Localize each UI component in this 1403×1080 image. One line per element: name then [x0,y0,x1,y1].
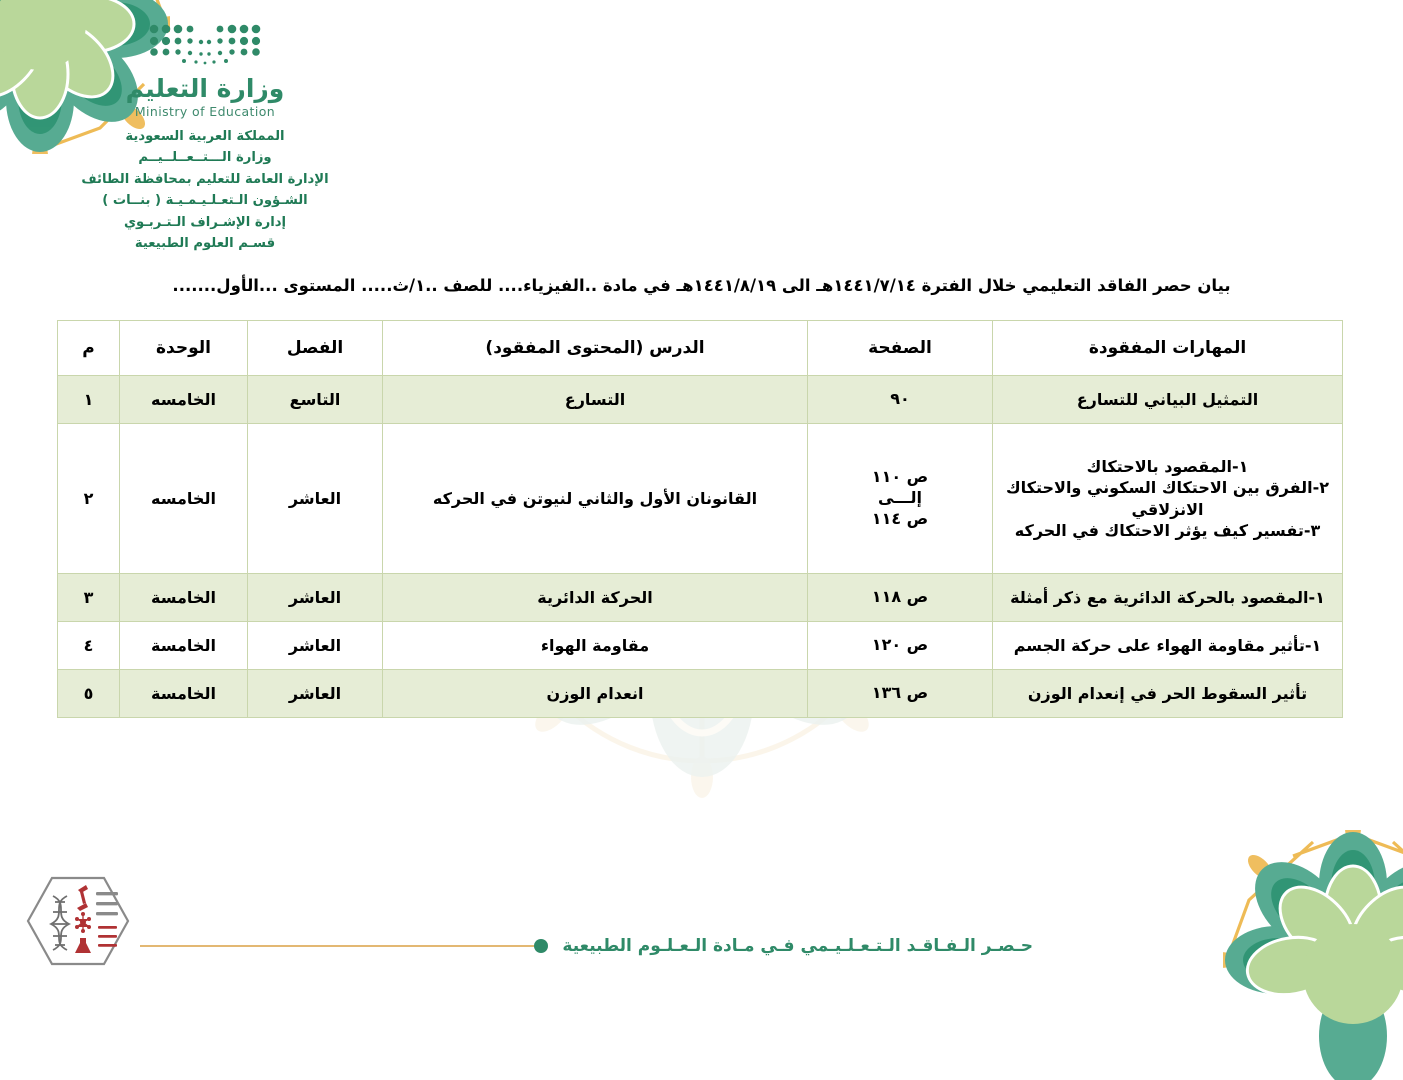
cell-number: ٥ [57,669,120,718]
cell-unit: الخامسه [119,375,248,424]
science-department-emblem [26,876,130,966]
cell-chapter: العاشر [247,669,383,718]
cell-page: ص ١١٨ [807,573,993,622]
cell-number: ١ [57,375,120,424]
cell-page: ص ١٢٠ [807,621,993,670]
ministry-line-1: وزارة الـــتــعــلــيــم [138,150,272,166]
table-row: تأثير السقوط الحر في إنعدام الوزن ص ١٣٦ … [57,669,1343,718]
cell-lesson: الحركة الدائرية [382,573,808,622]
learning-loss-table: المهارات المفقودة الصفحة الدرس (المحتوى … [57,320,1343,718]
ministry-line-3: الشـؤون الـتعـلـيـمـيـة ( بنــات ) [102,193,308,209]
cell-unit: الخامسة [119,573,248,622]
cell-chapter: العاشر [247,573,383,622]
cell-lesson: القانونان الأول والثاني لنيوتن في الحركه [382,423,808,574]
cell-number: ٣ [57,573,120,622]
column-header-number: م [57,320,120,376]
table-row: ١-تأثير مقاومة الهواء على حركة الجسم ص ١… [57,621,1343,670]
table-row: ١-المقصود بالاحتكاك ٢-الفرق بين الاحتكاك … [57,423,1343,574]
ministry-address-lines: المملكة العربية السعودية وزارة الـــتــع… [55,126,355,254]
cell-number: ٤ [57,621,120,670]
cell-unit: الخامسة [119,669,248,718]
ministry-line-2: الإدارة العامة للتعليم بمحافظة الطائف [81,171,329,187]
cell-number: ٢ [57,423,120,574]
learning-loss-table-container: المهارات المفقودة الصفحة الدرس (المحتوى … [57,320,1343,718]
bottom-right-decoration [1223,830,1403,1080]
cell-unit: الخامسة [119,621,248,670]
cell-page: ٩٠ [807,375,993,424]
ministry-line-4: إدارة الإشـراف الـتـربـوي [123,214,287,230]
cell-skills: تأثير السقوط الحر في إنعدام الوزن [992,669,1343,718]
cell-unit: الخامسه [119,423,248,574]
moe-wordmark-english: Ministry of Education [134,104,276,119]
cell-chapter: التاسع [247,375,383,424]
column-header-skills: المهارات المفقودة [992,320,1343,376]
ministry-header: وزارة التعليم Ministry of Education المم… [55,22,355,254]
table-row: التمثيل البياني للتسارع ٩٠ التسارع التاس… [57,375,1343,424]
footer-title: حـصـر الـفـاقـد الـتـعـلـيـمي فـي مـادة … [562,936,1033,956]
table-header-row: المهارات المفقودة الصفحة الدرس (المحتوى … [57,320,1343,376]
cell-lesson: مقاومة الهواء [382,621,808,670]
column-header-unit: الوحدة [119,320,248,376]
cell-page: ص ١١٠ إلـــى ص ١١٤ [807,423,993,574]
cell-page: ص ١٣٦ [807,669,993,718]
column-header-chapter: الفصل [247,320,383,376]
cell-skills: ١-المقصود بالحركة الدائرية مع ذكر أمثلة [992,573,1343,622]
column-header-page: الصفحة [807,320,993,376]
cell-skills: ١-المقصود بالاحتكاك ٢-الفرق بين الاحتكاك … [992,423,1343,574]
ministry-line-0: المملكة العربية السعودية [125,129,285,144]
column-header-lesson: الدرس (المحتوى المفقود) [382,320,808,376]
cell-chapter: العاشر [247,621,383,670]
document-title: بيان حصر الفاقد التعليمي خلال الفترة ١٤٤… [172,276,1231,295]
moe-wordmark-arabic: وزارة التعليم [125,74,285,103]
footer-divider [140,945,535,947]
footer-bar: حـصـر الـفـاقـد الـتـعـلـيـمي فـي مـادة … [140,936,1033,956]
cell-lesson: انعدام الوزن [382,669,808,718]
table-row: ١-المقصود بالحركة الدائرية مع ذكر أمثلة … [57,573,1343,622]
table-body: التمثيل البياني للتسارع ٩٠ التسارع التاس… [57,375,1343,718]
ministry-line-5: قسـم العلوم الطبيعية [134,235,276,251]
cell-skills: التمثيل البياني للتسارع [992,375,1343,424]
cell-chapter: العاشر [247,423,383,574]
cell-lesson: التسارع [382,375,808,424]
moe-dotted-chevron-logo [149,24,261,65]
bullet-dot-icon [534,939,549,953]
cell-skills: ١-تأثير مقاومة الهواء على حركة الجسم [992,621,1343,670]
